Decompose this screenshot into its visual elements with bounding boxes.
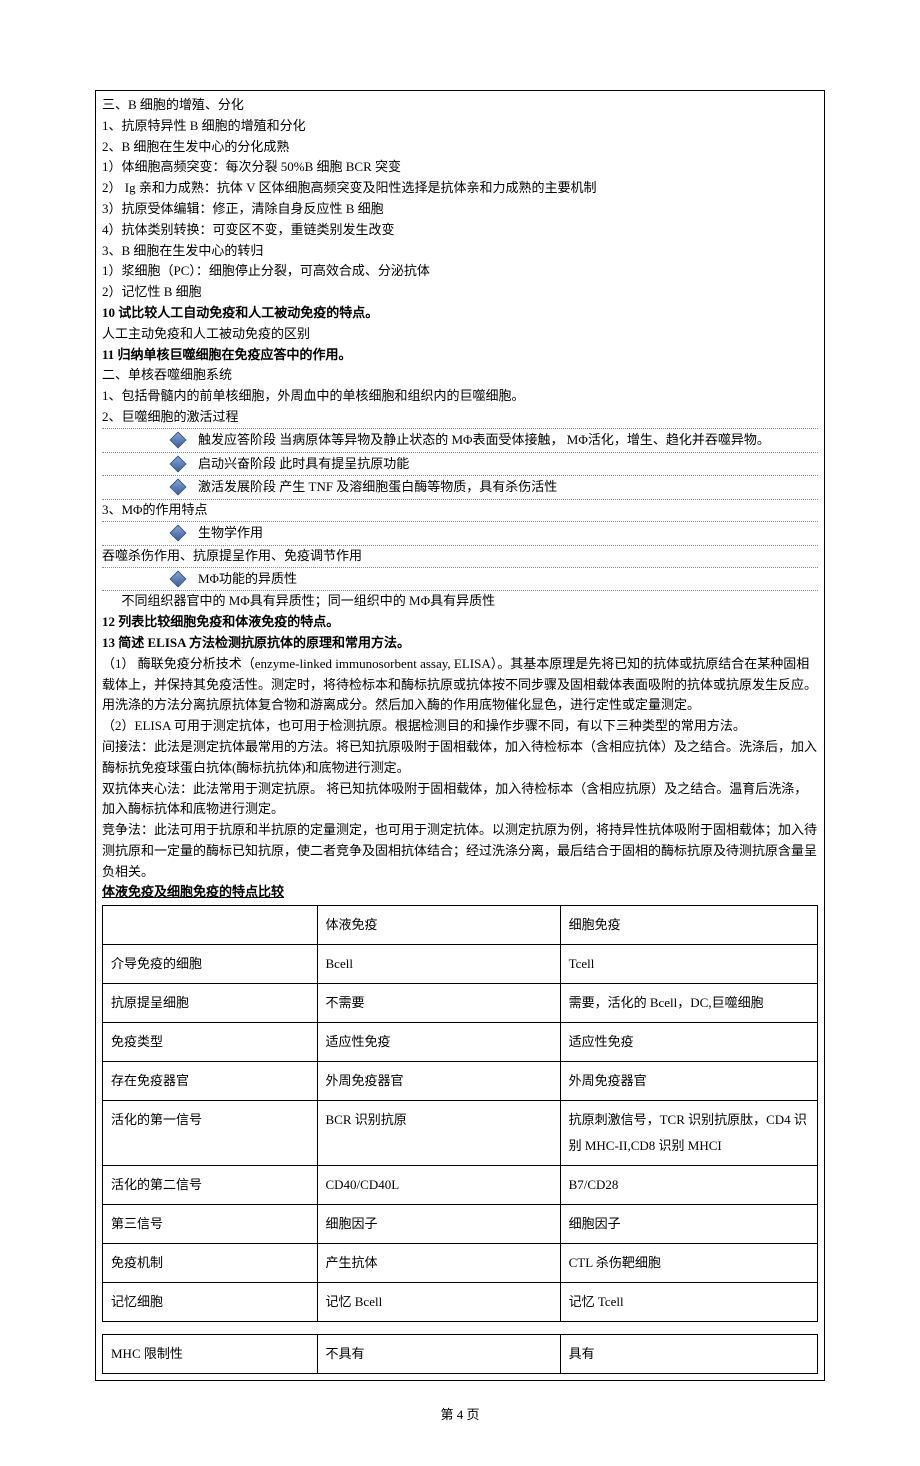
diamond-icon: [170, 455, 187, 472]
diamond-icon: [170, 479, 187, 496]
page: 三、B 细胞的增殖、分化 1、抗原特异性 B 细胞的增殖和分化 2、B 细胞在生…: [0, 0, 920, 1466]
table-cell: 不需要: [317, 984, 560, 1023]
page-footer: 第 4 页: [95, 1405, 825, 1426]
text-line: 2、B 细胞在生发中心的分化成熟: [102, 137, 818, 158]
table-row: 第三信号 细胞因子 细胞因子: [103, 1205, 818, 1244]
text-line: 1）体细胞高频突变：每次分裂 50%B 细胞 BCR 突变: [102, 157, 818, 178]
table-cell: 适应性免疫: [560, 1023, 817, 1062]
text-line: 间接法：此法是测定抗体最常用的方法。将已知抗原吸附于固相载体，加入待检标本（含相…: [102, 737, 818, 779]
text-line: 二、单核吞噬细胞系统: [102, 365, 818, 386]
table-cell: Bcell: [317, 945, 560, 984]
text-line: 3、MΦ的作用特点: [102, 500, 818, 521]
table-row: 记忆细胞 记忆 Bcell 记忆 Tcell: [103, 1283, 818, 1322]
bullet-item: 生物学作用: [102, 521, 818, 546]
table-cell: 抗原提呈细胞: [103, 984, 318, 1023]
table-gap: [102, 1322, 818, 1332]
text-line: 1、包括骨髓内的前单核细胞，外周血中的单核细胞和组织内的巨噬细胞。: [102, 386, 818, 407]
table-row: 免疫机制 产生抗体 CTL 杀伤靶细胞: [103, 1244, 818, 1283]
heading-line: 11 归纳单核巨噬细胞在免疫应答中的作用。: [102, 345, 818, 366]
text-line: 4）抗体类别转换：可变区不变，重链类别发生改变: [102, 220, 818, 241]
content-box: 三、B 细胞的增殖、分化 1、抗原特异性 B 细胞的增殖和分化 2、B 细胞在生…: [95, 90, 825, 1381]
text-line: 2）记忆性 B 细胞: [102, 282, 818, 303]
table-cell: 体液免疫: [317, 906, 560, 945]
text-line: 1）浆细胞（PC）：细胞停止分裂，可高效合成、分泌抗体: [102, 261, 818, 282]
table-cell: MHC 限制性: [103, 1335, 318, 1374]
heading-line: 10 试比较人工自动免疫和人工被动免疫的特点。: [102, 303, 818, 324]
table-cell: 存在免疫器官: [103, 1062, 318, 1101]
table-cell: 抗原刺激信号，TCR 识别抗原肽，CD4 识别 MHC-II,CD8 识别 MH…: [560, 1101, 817, 1166]
table-cell: 适应性免疫: [317, 1023, 560, 1062]
text-line: 1、抗原特异性 B 细胞的增殖和分化: [102, 116, 818, 137]
text-line: 三、B 细胞的增殖、分化: [102, 95, 818, 116]
table-cell: 细胞因子: [560, 1205, 817, 1244]
table-cell: Tcell: [560, 945, 817, 984]
table-row: 免疫类型 适应性免疫 适应性免疫: [103, 1023, 818, 1062]
text-line: （1） 酶联免疫分析技术（enzyme-linked immunosorbent…: [102, 654, 818, 716]
text-line: （2）ELISA 可用于测定抗体，也可用于检测抗原。根据检测目的和操作步骤不同，…: [102, 716, 818, 737]
table-row: 抗原提呈细胞 不需要 需要，活化的 Bcell，DC,巨噬细胞: [103, 984, 818, 1023]
bullet-text: 启动兴奋阶段 此时具有提呈抗原功能: [198, 454, 818, 475]
table-row: 活化的第一信号 BCR 识别抗原 抗原刺激信号，TCR 识别抗原肽，CD4 识别…: [103, 1101, 818, 1166]
table-cell: 记忆 Bcell: [317, 1283, 560, 1322]
table-cell: 细胞因子: [317, 1205, 560, 1244]
table-cell: CD40/CD40L: [317, 1166, 560, 1205]
table-cell: 活化的第一信号: [103, 1101, 318, 1166]
bullet-item: MΦ功能的异质性: [102, 567, 818, 592]
heading-line: 13 简述 ELISA 方法检测抗原抗体的原理和常用方法。: [102, 633, 818, 654]
diamond-icon: [170, 524, 187, 541]
table-row: 活化的第二信号 CD40/CD40L B7/CD28: [103, 1166, 818, 1205]
text-line: 2、巨噬细胞的激活过程: [102, 407, 818, 428]
bullet-text: MΦ功能的异质性: [198, 569, 818, 590]
table-cell: 记忆细胞: [103, 1283, 318, 1322]
text-line: 3）抗原受体编辑：修正，清除自身反应性 B 细胞: [102, 199, 818, 220]
table-caption: 体液免疫及细胞免疫的特点比较: [102, 882, 818, 903]
table-cell: 外周免疫器官: [560, 1062, 817, 1101]
table-cell: 外周免疫器官: [317, 1062, 560, 1101]
table-cell: 免疫机制: [103, 1244, 318, 1283]
table-cell: B7/CD28: [560, 1166, 817, 1205]
comparison-table-extra: MHC 限制性 不具有 具有: [102, 1334, 818, 1374]
table-row: 介导免疫的细胞 Bcell Tcell: [103, 945, 818, 984]
text-line: 不同组织器官中的 MΦ具有异质性；同一组织中的 MΦ具有异质性: [102, 591, 818, 612]
table-cell: 免疫类型: [103, 1023, 318, 1062]
comparison-table: 体液免疫 细胞免疫 介导免疫的细胞 Bcell Tcell 抗原提呈细胞 不需要…: [102, 905, 818, 1322]
text-line: 双抗体夹心法：此法常用于测定抗原。 将已知抗体吸附于固相载体，加入待检标本（含相…: [102, 779, 818, 821]
text-line: 人工主动免疫和人工被动免疫的区别: [102, 324, 818, 345]
bullet-item: 触发应答阶段 当病原体等异物及静止状态的 MΦ表面受体接触， MΦ活化，增生、趋…: [102, 428, 818, 453]
text-line: 2） Ig 亲和力成熟：抗体 V 区体细胞高频突变及阳性选择是抗体亲和力成熟的主…: [102, 178, 818, 199]
bullet-item: 激活发展阶段 产生 TNF 及溶细胞蛋白酶等物质，具有杀伤活性: [102, 476, 818, 500]
diamond-icon: [170, 431, 187, 448]
heading-line: 12 列表比较细胞免疫和体液免疫的特点。: [102, 612, 818, 633]
table-cell: 不具有: [317, 1335, 560, 1374]
table-cell: 细胞免疫: [560, 906, 817, 945]
bullet-text: 激活发展阶段 产生 TNF 及溶细胞蛋白酶等物质，具有杀伤活性: [198, 477, 818, 498]
table-cell: 介导免疫的细胞: [103, 945, 318, 984]
table-row: 体液免疫 细胞免疫: [103, 906, 818, 945]
bullet-item: 启动兴奋阶段 此时具有提呈抗原功能: [102, 453, 818, 477]
table-cell: 记忆 Tcell: [560, 1283, 817, 1322]
bullet-text: 生物学作用: [198, 523, 818, 544]
table-cell: 具有: [560, 1335, 817, 1374]
text-line: 竞争法：此法可用于抗原和半抗原的定量测定，也可用于测定抗体。以测定抗原为例，将持…: [102, 820, 818, 882]
table-cell: 第三信号: [103, 1205, 318, 1244]
table-cell: 活化的第二信号: [103, 1166, 318, 1205]
table-row: MHC 限制性 不具有 具有: [103, 1335, 818, 1374]
diamond-icon: [170, 570, 187, 587]
bullet-text: 触发应答阶段 当病原体等异物及静止状态的 MΦ表面受体接触， MΦ活化，增生、趋…: [198, 430, 818, 451]
table-row: 存在免疫器官 外周免疫器官 外周免疫器官: [103, 1062, 818, 1101]
table-cell: [103, 906, 318, 945]
text-line: 3、B 细胞在生发中心的转归: [102, 241, 818, 262]
table-cell: 需要，活化的 Bcell，DC,巨噬细胞: [560, 984, 817, 1023]
text-line: 吞噬杀伤作用、抗原提呈作用、免疫调节作用: [102, 546, 818, 567]
table-cell: BCR 识别抗原: [317, 1101, 560, 1166]
table-cell: CTL 杀伤靶细胞: [560, 1244, 817, 1283]
table-cell: 产生抗体: [317, 1244, 560, 1283]
